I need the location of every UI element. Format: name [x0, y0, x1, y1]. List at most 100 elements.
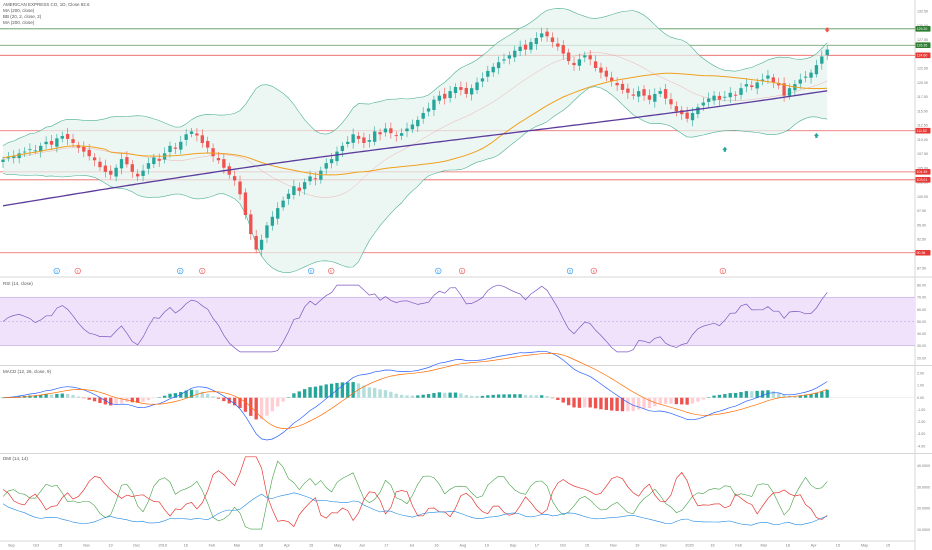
candle [760, 79, 765, 81]
macd-pane-title[interactable]: MACD (12, 26, close, 9) [3, 369, 52, 374]
macd-histogram-bar [346, 382, 350, 398]
candle [620, 83, 625, 90]
macd-histogram-bar [82, 397, 86, 399]
rsi-pane-title[interactable]: RSI (14, close) [3, 281, 33, 286]
candle [739, 88, 743, 95]
candle [232, 176, 237, 181]
macd-histogram-bar [308, 387, 312, 398]
macd-histogram-bar [777, 392, 781, 398]
candle [136, 173, 140, 177]
macd-histogram-bar [238, 397, 242, 408]
ma-long-line [2, 90, 828, 207]
macd-histogram-bar [329, 383, 334, 398]
macd-histogram-bar [825, 389, 829, 398]
macd-histogram-bar [739, 392, 743, 398]
macd-histogram-bar [809, 394, 813, 398]
candle [222, 159, 226, 168]
candle [324, 163, 328, 169]
price-tag [915, 52, 931, 59]
rsi-axis-label: 30.00 [917, 344, 926, 348]
time-axis-label: 15 [585, 544, 589, 548]
macd-histogram-bar [189, 389, 194, 398]
candle [394, 135, 398, 137]
macd-histogram-bar [766, 390, 770, 398]
macd-histogram-bar [755, 390, 759, 398]
dmi-pane-title[interactable]: DMI (14, 14) [3, 456, 29, 461]
macd-histogram-bar [410, 395, 415, 398]
time-axis-label: Apr [284, 544, 291, 548]
candle [766, 75, 770, 79]
indicator-ma2-label[interactable]: MA (200, close) [3, 20, 35, 25]
candle [642, 89, 646, 96]
time-axis-label: Oct [33, 544, 40, 548]
candle [674, 106, 679, 112]
macd-histogram-bar [130, 397, 134, 403]
candle [33, 150, 37, 152]
candle [653, 93, 657, 102]
price-axis-label: 92.50 [917, 238, 926, 242]
candle [588, 55, 592, 60]
candle [6, 157, 11, 159]
candle [529, 42, 533, 50]
candle [459, 87, 463, 90]
price-axis-label: 100.00 [917, 195, 928, 199]
macd-histogram-bar [1, 397, 5, 399]
macd-histogram-bar [583, 397, 587, 408]
candle [480, 78, 485, 82]
candle [410, 124, 415, 130]
time-axis-label: 16 [710, 544, 714, 548]
macd-histogram-bar [313, 386, 318, 398]
event-label: E [77, 270, 80, 274]
candle [179, 141, 183, 150]
price-axis-label: 107.50 [917, 152, 928, 156]
price-tag-label: 90.36 [917, 251, 926, 255]
macd-axis-label: 2.00 [917, 371, 924, 375]
macd-histogram-bar [480, 395, 485, 398]
time-axis-label: Sep [510, 544, 517, 548]
macd-histogram-bar [49, 394, 54, 398]
macd-line [2, 350, 828, 441]
indicator-ma-label[interactable]: MA (200, close) [3, 8, 35, 13]
indicator-bb-label[interactable]: BB (20, 2, close, 2) [3, 14, 42, 19]
candle [583, 55, 587, 58]
dmi-plus-line [2, 460, 828, 530]
time-axis-label: 15 [309, 544, 313, 548]
candle [777, 82, 781, 86]
macd-histogram-bar [620, 397, 625, 412]
dmi-axis-label: 30.0000 [917, 485, 930, 489]
candle [270, 216, 275, 226]
macd-histogram-bar [162, 395, 167, 398]
candle [723, 96, 727, 98]
candle [469, 88, 474, 95]
bollinger-band-fill [3, 8, 828, 273]
macd-axis-label: -3.00 [917, 432, 925, 436]
macd-histogram-bar [599, 397, 603, 410]
dividend-event-icon [308, 267, 315, 275]
macd-histogram-bar [71, 395, 75, 398]
symbol-title[interactable]: AMERICAN EXPRESS CO, 1D, Close 92.6 [3, 2, 90, 7]
price-axis-label: 117.50 [917, 95, 928, 99]
price-axis-label: 97.50 [917, 209, 926, 213]
event-label: D [437, 270, 440, 274]
candle [356, 135, 361, 139]
candle [663, 89, 668, 99]
time-axis-label: 2020 [685, 544, 693, 548]
macd-histogram-bar [44, 394, 48, 398]
candle [302, 182, 307, 190]
macd-histogram-bar [114, 397, 118, 405]
macd-histogram-bar [540, 395, 544, 398]
macd-histogram-bar [383, 390, 388, 398]
candle [820, 56, 824, 64]
macd-histogram-bar [491, 394, 495, 398]
macd-histogram-bar [367, 387, 371, 398]
time-axis-label: Apr [811, 544, 818, 548]
macd-histogram-bar [685, 397, 689, 405]
candle [475, 82, 479, 91]
candle [626, 88, 630, 93]
dividend-event-icon [566, 267, 574, 275]
macd-histogram-bar [469, 395, 474, 398]
macd-histogram-bar [286, 397, 291, 398]
candle [443, 93, 447, 99]
